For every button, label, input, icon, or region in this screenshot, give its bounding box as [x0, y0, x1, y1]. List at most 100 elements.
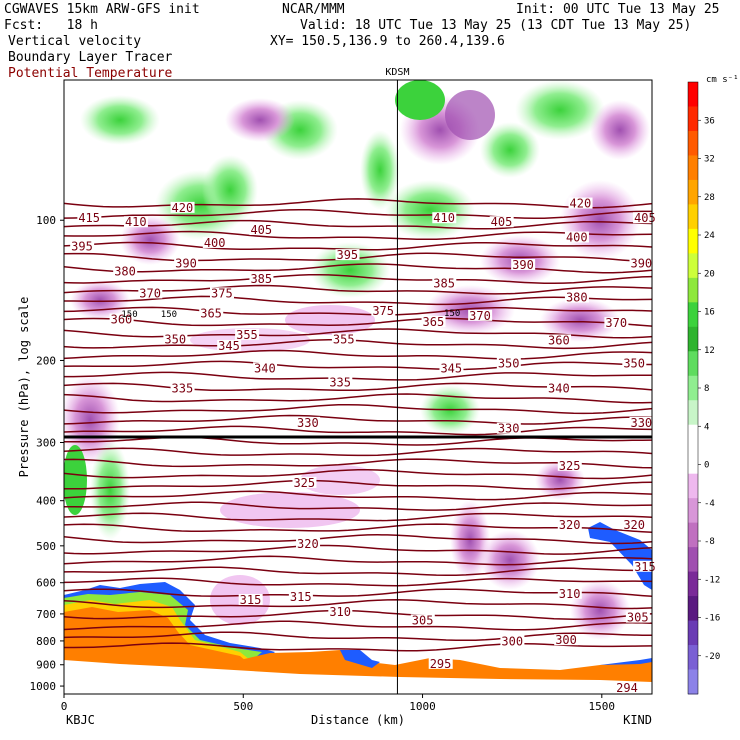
theta-label: 305 — [412, 613, 434, 627]
theta-isoline — [64, 425, 652, 436]
theta-label: 405 — [634, 211, 656, 225]
y-axis: 100 200 300 400 500 600 700 800 900 1000 — [30, 214, 64, 693]
colorbar-swatch — [688, 155, 698, 181]
theta-label: 315 — [290, 590, 312, 604]
tracer-label: 150 — [121, 310, 137, 320]
theta-isoline — [64, 317, 652, 327]
right-station-label: KIND — [623, 713, 652, 727]
theta-label: 405 — [491, 215, 513, 229]
tracer-label: 150 — [161, 310, 177, 320]
theta-label: 315 — [634, 560, 656, 574]
theta-isoline — [64, 328, 652, 339]
x-tick-label: 1500 — [589, 700, 616, 713]
theta-label: 300 — [555, 633, 577, 647]
theta-label: 315 — [240, 593, 262, 607]
theta-label-bg — [496, 422, 521, 434]
theta-label-bg — [622, 357, 647, 369]
theta-label-bg — [633, 560, 658, 572]
theta-label: 370 — [605, 316, 627, 330]
colorbar-label: 0 — [704, 461, 709, 471]
theta-label-bg — [70, 240, 95, 252]
colorbar-swatch — [688, 620, 698, 646]
theta-label: 294 — [616, 681, 638, 695]
theta-isoline — [64, 295, 652, 306]
theta-label: 365 — [200, 306, 222, 320]
colorbar-label: 4 — [704, 422, 709, 432]
theta-isoline — [64, 349, 652, 360]
tracer-label: 150 — [444, 309, 460, 319]
theta-label-bg — [371, 304, 396, 316]
theta-isoline — [64, 490, 652, 501]
theta-label-bg — [547, 334, 572, 346]
theta-label: 335 — [172, 381, 194, 395]
theta-label: 395 — [71, 240, 93, 254]
theta-isoline — [64, 273, 652, 285]
theta-isoline — [64, 263, 652, 274]
theta-label-bg — [123, 216, 148, 228]
theta-isoline — [64, 393, 652, 404]
colorbar-swatch — [688, 82, 698, 107]
colorbar-swatch — [688, 522, 698, 548]
theta-label: 370 — [469, 309, 491, 323]
theta-label: 355 — [236, 328, 258, 342]
valid-time: Valid: 18 UTC Tue 13 May 25 (13 CDT Tue … — [300, 18, 692, 33]
theta-label: 385 — [250, 272, 272, 286]
theta-label: 410 — [125, 215, 147, 229]
theta-label-bg — [138, 287, 163, 299]
theta-label-bg — [113, 265, 138, 277]
colorbar-swatch — [688, 449, 698, 475]
theta-label-bg — [557, 587, 582, 599]
colorbar-swatch — [688, 547, 698, 573]
theta-label: 370 — [139, 286, 161, 300]
theta-label-bg — [249, 272, 274, 284]
colorbar-swatch — [688, 179, 698, 205]
theta-label-bg — [170, 201, 195, 213]
theta-isolines — [64, 198, 652, 652]
colorbar-swatch — [688, 596, 698, 622]
y-axis-label: Pressure (hPa), log scale — [17, 297, 31, 478]
theta-label-bg — [292, 476, 317, 488]
theta-isoline — [64, 458, 652, 469]
colorbar-swatch — [688, 473, 698, 499]
theta-isoline — [64, 219, 652, 230]
theta-label: 330 — [297, 416, 319, 430]
theta-label-bg — [249, 224, 274, 236]
theta-label: 360 — [111, 313, 133, 327]
theta-label-bg — [629, 257, 654, 269]
theta-label-bg — [604, 317, 629, 329]
y-tick-label: 500 — [36, 540, 56, 553]
theta-isoline — [64, 523, 652, 534]
theta-label: 330 — [630, 416, 652, 430]
theta-label: 350 — [498, 356, 520, 370]
theta-label: 305 — [627, 611, 649, 625]
theta-label-bg — [629, 416, 654, 428]
colorbar-label: 12 — [704, 346, 715, 356]
theta-label: 410 — [433, 211, 455, 225]
theta-label-bg — [202, 236, 227, 248]
theta-label: 325 — [559, 459, 581, 473]
colorbar-label: 8 — [704, 384, 709, 394]
colorbar-units: cm s⁻¹ — [706, 75, 739, 85]
theta-isoline — [64, 306, 652, 316]
theta-label: 375 — [211, 286, 233, 300]
theta-label-bg — [335, 249, 360, 261]
theta-isoline — [64, 479, 652, 490]
theta-label-bg — [109, 313, 134, 325]
theta-isoline — [64, 208, 652, 220]
theta-isoline — [64, 447, 652, 457]
y-tick-label: 300 — [36, 436, 56, 449]
colorbar-label: 20 — [704, 269, 715, 279]
x-tick-label: 0 — [61, 700, 68, 713]
theta-label: 350 — [623, 356, 645, 370]
xy-range: XY= 150.5,136.9 to 260.4,139.6 — [270, 34, 505, 49]
theta-label: 330 — [498, 422, 520, 436]
theta-label-bg — [439, 362, 464, 374]
theta-label: 320 — [297, 537, 319, 551]
y-tick-label: 800 — [36, 635, 56, 648]
theta-label: 320 — [623, 518, 645, 532]
theta-label: 295 — [430, 657, 452, 671]
theta-label: 345 — [440, 361, 462, 375]
theta-label-bg — [547, 382, 572, 394]
colorbar-swatch — [688, 204, 698, 230]
theta-isoline — [64, 555, 652, 566]
